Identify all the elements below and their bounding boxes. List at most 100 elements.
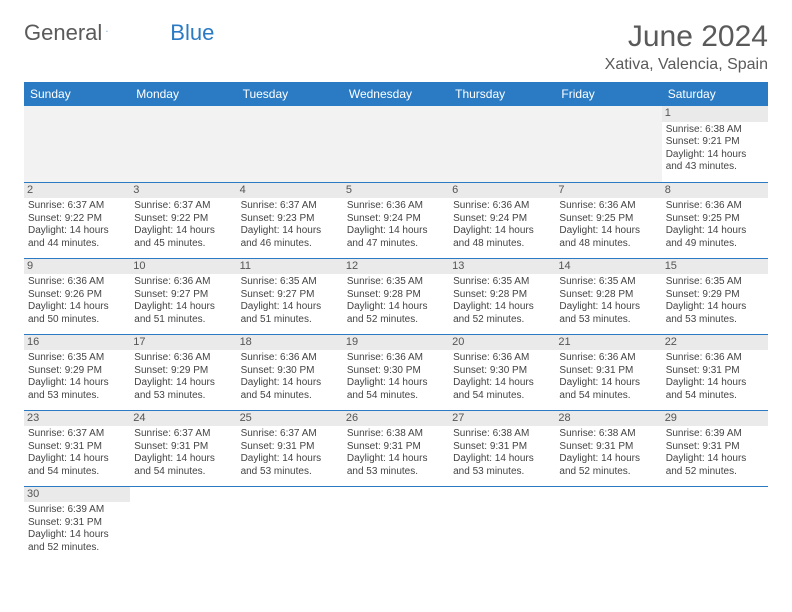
info-line: Sunrise: 6:35 AM: [559, 276, 657, 289]
info-line: Daylight: 14 hours: [28, 301, 126, 314]
day-info: Sunrise: 6:35 AMSunset: 9:27 PMDaylight:…: [241, 276, 339, 326]
day-number: 9: [24, 259, 130, 275]
info-line: and 52 minutes.: [559, 466, 657, 479]
info-line: Sunrise: 6:36 AM: [134, 276, 232, 289]
calendar-cell: 23Sunrise: 6:37 AMSunset: 9:31 PMDayligh…: [24, 410, 130, 486]
day-info: Sunrise: 6:37 AMSunset: 9:31 PMDaylight:…: [28, 428, 126, 478]
info-line: and 49 minutes.: [666, 238, 764, 251]
calendar-cell: [237, 106, 343, 182]
info-line: and 54 minutes.: [453, 390, 551, 403]
info-line: Sunrise: 6:37 AM: [134, 200, 232, 213]
calendar-cell: [449, 486, 555, 562]
day-header: Saturday: [662, 82, 768, 106]
day-info: Sunrise: 6:39 AMSunset: 9:31 PMDaylight:…: [666, 428, 764, 478]
day-header: Tuesday: [237, 82, 343, 106]
info-line: Sunrise: 6:38 AM: [559, 428, 657, 441]
info-line: Sunset: 9:25 PM: [666, 213, 764, 226]
day-number: 13: [449, 259, 555, 275]
calendar-cell: 1Sunrise: 6:38 AMSunset: 9:21 PMDaylight…: [662, 106, 768, 182]
info-line: Daylight: 14 hours: [666, 225, 764, 238]
day-info: Sunrise: 6:38 AMSunset: 9:31 PMDaylight:…: [453, 428, 551, 478]
info-line: and 53 minutes.: [453, 466, 551, 479]
info-line: Sunset: 9:29 PM: [134, 365, 232, 378]
calendar-cell: 10Sunrise: 6:36 AMSunset: 9:27 PMDayligh…: [130, 258, 236, 334]
day-number: 30: [24, 487, 130, 503]
calendar-cell: 3Sunrise: 6:37 AMSunset: 9:22 PMDaylight…: [130, 182, 236, 258]
day-number: 18: [237, 335, 343, 351]
info-line: Sunrise: 6:39 AM: [28, 504, 126, 517]
info-line: and 54 minutes.: [241, 390, 339, 403]
day-header: Sunday: [24, 82, 130, 106]
day-info: Sunrise: 6:36 AMSunset: 9:31 PMDaylight:…: [666, 352, 764, 402]
calendar-cell: 25Sunrise: 6:37 AMSunset: 9:31 PMDayligh…: [237, 410, 343, 486]
info-line: Daylight: 14 hours: [453, 301, 551, 314]
info-line: and 47 minutes.: [347, 238, 445, 251]
day-info: Sunrise: 6:38 AMSunset: 9:31 PMDaylight:…: [559, 428, 657, 478]
info-line: Sunrise: 6:36 AM: [134, 352, 232, 365]
info-line: Daylight: 14 hours: [453, 453, 551, 466]
calendar-cell: 21Sunrise: 6:36 AMSunset: 9:31 PMDayligh…: [555, 334, 661, 410]
info-line: and 53 minutes.: [28, 390, 126, 403]
info-line: and 51 minutes.: [134, 314, 232, 327]
day-number: 7: [555, 183, 661, 199]
info-line: Sunset: 9:28 PM: [559, 289, 657, 302]
day-header: Monday: [130, 82, 236, 106]
day-info: Sunrise: 6:37 AMSunset: 9:22 PMDaylight:…: [28, 200, 126, 250]
info-line: Daylight: 14 hours: [666, 377, 764, 390]
day-number: 27: [449, 411, 555, 427]
info-line: and 54 minutes.: [134, 466, 232, 479]
day-info: Sunrise: 6:36 AMSunset: 9:24 PMDaylight:…: [347, 200, 445, 250]
info-line: Sunset: 9:21 PM: [666, 136, 764, 149]
day-header: Thursday: [449, 82, 555, 106]
info-line: Daylight: 14 hours: [559, 225, 657, 238]
day-number: 14: [555, 259, 661, 275]
calendar-cell: 12Sunrise: 6:35 AMSunset: 9:28 PMDayligh…: [343, 258, 449, 334]
calendar-cell: [662, 486, 768, 562]
info-line: Sunset: 9:29 PM: [666, 289, 764, 302]
day-info: Sunrise: 6:38 AMSunset: 9:31 PMDaylight:…: [347, 428, 445, 478]
info-line: Sunrise: 6:37 AM: [28, 428, 126, 441]
calendar-cell: [343, 486, 449, 562]
info-line: Sunset: 9:30 PM: [453, 365, 551, 378]
day-info: Sunrise: 6:36 AMSunset: 9:29 PMDaylight:…: [134, 352, 232, 402]
info-line: Sunrise: 6:36 AM: [666, 352, 764, 365]
calendar-cell: 24Sunrise: 6:37 AMSunset: 9:31 PMDayligh…: [130, 410, 236, 486]
info-line: and 51 minutes.: [241, 314, 339, 327]
info-line: and 54 minutes.: [28, 466, 126, 479]
info-line: Sunrise: 6:35 AM: [347, 276, 445, 289]
calendar-cell: 27Sunrise: 6:38 AMSunset: 9:31 PMDayligh…: [449, 410, 555, 486]
day-number: 16: [24, 335, 130, 351]
info-line: and 52 minutes.: [666, 466, 764, 479]
info-line: Daylight: 14 hours: [28, 529, 126, 542]
calendar-row: 2Sunrise: 6:37 AMSunset: 9:22 PMDaylight…: [24, 182, 768, 258]
logo-text-general: General: [24, 20, 102, 46]
info-line: Sunrise: 6:35 AM: [666, 276, 764, 289]
info-line: Sunset: 9:30 PM: [241, 365, 339, 378]
calendar-cell: 26Sunrise: 6:38 AMSunset: 9:31 PMDayligh…: [343, 410, 449, 486]
day-number: 2: [24, 183, 130, 199]
info-line: Sunrise: 6:38 AM: [347, 428, 445, 441]
info-line: Daylight: 14 hours: [134, 377, 232, 390]
day-number: 24: [130, 411, 236, 427]
day-info: Sunrise: 6:36 AMSunset: 9:30 PMDaylight:…: [347, 352, 445, 402]
info-line: Sunset: 9:31 PM: [134, 441, 232, 454]
day-number: 20: [449, 335, 555, 351]
calendar-cell: [449, 106, 555, 182]
info-line: Sunrise: 6:36 AM: [559, 200, 657, 213]
day-number: 15: [662, 259, 768, 275]
day-header: Friday: [555, 82, 661, 106]
calendar-cell: [555, 486, 661, 562]
day-header: Wednesday: [343, 82, 449, 106]
info-line: Sunrise: 6:39 AM: [666, 428, 764, 441]
calendar-cell: 15Sunrise: 6:35 AMSunset: 9:29 PMDayligh…: [662, 258, 768, 334]
info-line: Sunset: 9:31 PM: [347, 441, 445, 454]
info-line: Sunset: 9:31 PM: [666, 441, 764, 454]
day-info: Sunrise: 6:35 AMSunset: 9:28 PMDaylight:…: [347, 276, 445, 326]
info-line: Sunrise: 6:35 AM: [241, 276, 339, 289]
day-info: Sunrise: 6:37 AMSunset: 9:31 PMDaylight:…: [241, 428, 339, 478]
day-number: 8: [662, 183, 768, 199]
calendar-cell: 28Sunrise: 6:38 AMSunset: 9:31 PMDayligh…: [555, 410, 661, 486]
info-line: Sunset: 9:24 PM: [347, 213, 445, 226]
location-text: Xativa, Valencia, Spain: [605, 56, 768, 74]
day-info: Sunrise: 6:35 AMSunset: 9:28 PMDaylight:…: [559, 276, 657, 326]
